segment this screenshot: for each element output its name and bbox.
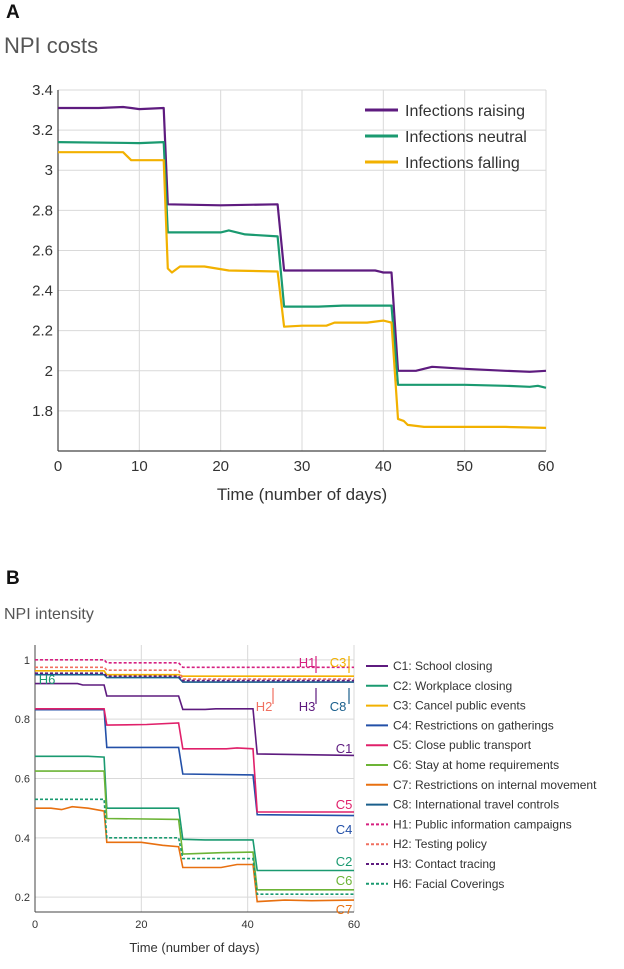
b-inline-label-c2: C2	[336, 854, 353, 869]
b-inline-label-c7: C7	[336, 902, 353, 917]
b-inline-label-h6: H6	[39, 672, 56, 687]
b-legend-label-c5: C5: Close public transport	[393, 738, 532, 752]
b-inline-label-c4: C4	[336, 822, 353, 837]
a-x-tick-label: 0	[54, 458, 62, 475]
b-series-h3	[35, 672, 354, 682]
panel-b-letter: B	[6, 568, 20, 589]
a-series-infections-raising	[58, 105, 547, 373]
b-series-c1	[35, 682, 355, 757]
b-legend-label-c6: C6: Stay at home requirements	[393, 758, 559, 772]
b-legend-label-c1: C1: School closing	[393, 659, 492, 673]
b-legend-label-h2: H2: Testing policy	[393, 837, 487, 851]
b-inline-label-c6: C6	[336, 873, 353, 888]
a-y-tick-label: 3.2	[32, 122, 53, 139]
b-series-h6	[35, 798, 354, 895]
a-x-tick-label: 10	[131, 458, 148, 475]
b-series-c8	[35, 673, 354, 683]
a-y-tick-label: 2.6	[32, 242, 53, 259]
b-series-c5	[35, 708, 354, 813]
panel-a-letter: A	[6, 2, 20, 23]
b-legend-label-c3: C3: Cancel public events	[393, 699, 526, 713]
panel-a-title: NPI costs	[4, 33, 99, 58]
a-x-axis-label: Time (number of days)	[217, 485, 387, 504]
b-inline-label-h2: H2	[256, 699, 273, 714]
panel-b-title: NPI intensity	[4, 606, 94, 623]
b-inline-label-c5: C5	[336, 797, 353, 812]
b-legend-label-c2: C2: Workplace closing	[393, 679, 512, 693]
b-legend-label-h3: H3: Contact tracing	[393, 857, 496, 871]
b-x-axis-label: Time (number of days)	[129, 940, 259, 955]
b-legend-label-h6: H6: Facial Coverings	[393, 877, 504, 891]
b-series-c6	[35, 770, 354, 891]
b-x-tick-label: 40	[242, 919, 254, 931]
b-inline-label-h1: H1	[299, 655, 316, 670]
a-legend-label-infections-falling: Infections falling	[405, 155, 520, 172]
b-y-tick-label: 0.2	[15, 892, 30, 904]
a-x-tick-label: 40	[375, 458, 392, 475]
a-y-tick-label: 1.8	[32, 403, 53, 420]
b-series-c3	[35, 670, 354, 677]
b-inline-label-c1: C1	[336, 741, 353, 756]
b-y-tick-label: 0.6	[15, 774, 30, 786]
a-series-infections-falling	[58, 151, 547, 429]
b-y-tick-label: 0.4	[15, 833, 30, 845]
b-inline-label-c3: C3	[330, 655, 347, 670]
a-x-tick-label: 30	[294, 458, 311, 475]
b-legend-label-c8: C8: International travel controls	[393, 798, 559, 812]
a-legend-label-infections-neutral: Infections neutral	[405, 129, 527, 146]
b-series-c2	[35, 755, 354, 872]
b-inline-label-c8: C8	[330, 699, 347, 714]
b-x-tick-label: 20	[135, 919, 147, 931]
b-legend-label-h1: H1: Public information campaigns	[393, 817, 572, 831]
a-series-infections-neutral	[57, 141, 547, 389]
a-legend-label-infections-raising: Infections raising	[405, 103, 525, 120]
a-x-tick-label: 50	[456, 458, 473, 475]
a-y-tick-label: 3	[45, 162, 53, 179]
b-y-tick-label: 0.8	[15, 714, 30, 726]
b-y-tick-label: 1	[24, 655, 30, 667]
a-y-tick-label: 2.4	[32, 283, 53, 300]
b-series-h2	[35, 666, 354, 680]
b-series-c7	[35, 805, 355, 903]
b-legend-label-c4: C4: Restrictions on gatherings	[393, 718, 554, 732]
b-inline-label-h3: H3	[299, 699, 316, 714]
a-x-tick-label: 60	[538, 458, 555, 475]
a-y-tick-label: 2.8	[32, 202, 53, 219]
a-y-tick-label: 2.2	[32, 323, 53, 340]
b-legend-label-c7: C7: Restrictions on internal movement	[393, 778, 597, 792]
a-x-tick-label: 20	[212, 458, 229, 475]
a-y-tick-label: 2	[45, 363, 53, 380]
b-x-tick-label: 60	[348, 919, 360, 931]
a-y-tick-label: 3.4	[32, 82, 53, 99]
b-series-h1	[35, 659, 354, 669]
b-x-tick-label: 0	[32, 919, 38, 931]
